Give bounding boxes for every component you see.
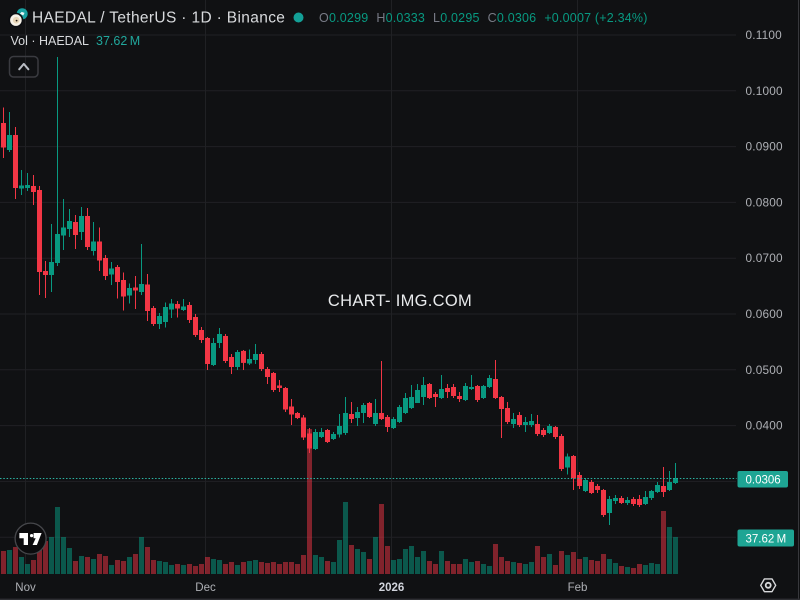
svg-text:0.0600: 0.0600	[746, 307, 784, 321]
svg-text:Dec: Dec	[195, 582, 216, 594]
svg-text:0.0700: 0.0700	[746, 251, 784, 265]
svg-text:0.1100: 0.1100	[746, 28, 783, 42]
svg-text:CHART- IMG.COM: CHART- IMG.COM	[328, 292, 472, 310]
svg-text:0.0500: 0.0500	[746, 363, 784, 377]
svg-text:0.0306: 0.0306	[746, 475, 781, 487]
svg-text:Feb: Feb	[568, 582, 588, 594]
svg-text:37.62 M: 37.62 M	[746, 534, 787, 546]
svg-text:2026: 2026	[379, 582, 405, 594]
svg-text:0.0400: 0.0400	[746, 419, 784, 433]
svg-text:37.62 M: 37.62 M	[96, 34, 140, 48]
svg-text:0.0800: 0.0800	[746, 195, 784, 209]
svg-text:Nov: Nov	[15, 582, 36, 594]
svg-text:0.0900: 0.0900	[746, 140, 784, 154]
svg-text:HAEDAL / TetherUS · 1D · Binan: HAEDAL / TetherUS · 1D · Binance	[32, 10, 285, 27]
svg-text:0.1000: 0.1000	[746, 84, 784, 98]
svg-text:Vol · HAEDAL: Vol · HAEDAL	[11, 34, 90, 48]
